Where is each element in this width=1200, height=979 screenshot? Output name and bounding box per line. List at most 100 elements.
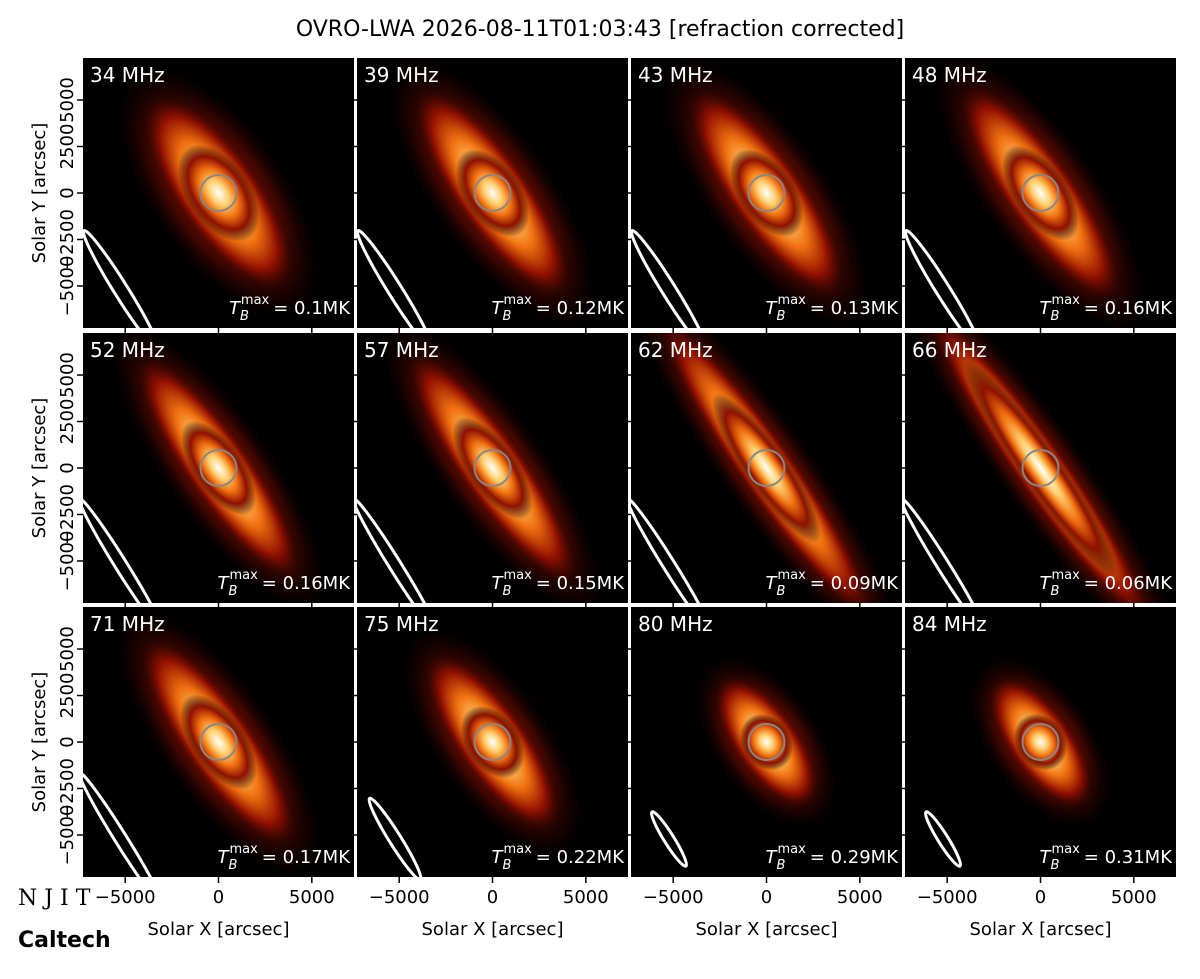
symbol: T [766,298,779,319]
beam [357,497,439,603]
emission-core [460,705,525,779]
emission-core [181,420,256,516]
y-tick-label: −2500 [57,484,78,545]
tb-max-label: TBmax = 0.31MK [1040,842,1174,873]
emission [924,650,1116,868]
x-tick-label: −5000 [917,887,978,908]
superscript: max [1051,293,1080,308]
superscript: max [241,293,270,308]
frequency-label: 52 MHz [90,338,165,362]
y-tick-label: 2500 [57,673,78,719]
superscript: max [1051,842,1080,857]
superscript: max [777,293,806,308]
x-tick-label: 5000 [837,887,883,908]
tb-max-label: TBmax = 0.16MK [218,568,352,599]
figure-title: OVRO-LWA 2026-08-11T01:03:43 [refraction… [296,17,904,42]
superscript: max [503,842,532,857]
solar-disk [473,723,512,761]
solar-disk [1021,174,1060,212]
symbol: T [229,298,242,319]
subscript: B [229,858,238,873]
solar-disk [747,723,786,761]
symbol: T [492,573,505,594]
emission-core [1014,713,1067,771]
emission [83,58,326,328]
y-tick-label: 5000 [57,352,78,398]
panel: 84 MHz TBmax = 0.31MK −5000 0 5000 Solar X [ar… [899,607,1176,940]
x-axis-label: Solar X [arcsec] [148,919,290,940]
symbol: T [218,573,231,594]
x-tick-label: 5000 [1111,887,1157,908]
tb-max-label: TBmax = 0.09MK [766,568,900,599]
solar-disk [199,174,238,212]
y-axis-label: Solar Y [arcsec] [29,672,50,813]
superscript: max [503,568,532,583]
value-text: = 0.09MK [810,573,899,594]
tb-max-label: TBmax = 0.17MK [218,842,352,873]
beam [83,229,161,328]
y-tick-label: 2500 [57,399,78,445]
frequency-label: 39 MHz [364,63,439,87]
x-tick-label: 0 [487,887,498,908]
emission-core [740,713,793,771]
beam [631,497,713,603]
subscript: B [503,584,512,599]
beam [83,771,165,877]
value-text: = 0.17MK [262,847,351,868]
tb-max-label: TBmax = 0.29MK [766,842,900,873]
beam [650,810,688,868]
beam [631,229,709,328]
x-tick-label: 0 [761,887,772,908]
solar-disk [1021,723,1060,761]
panel: 48 MHz TBmax = 0.16MK [899,58,1176,334]
beam [367,796,423,877]
x-axis-label: Solar X [arcsec] [696,919,838,940]
symbol: T [1040,298,1053,319]
y-tick-label: −5000 [57,805,78,866]
tb-max-label: TBmax = 0.15MK [492,568,626,599]
y-axis-label: Solar Y [arcsec] [29,123,50,264]
subscript: B [503,309,512,324]
y-tick-label: −2500 [57,209,78,270]
symbol: T [492,847,505,868]
frequency-label: 34 MHz [90,63,165,87]
subscript: B [777,584,786,599]
panel: 39 MHz TBmax = 0.12MK [351,58,628,334]
y-tick-label: 0 [57,462,78,473]
subscript: B [240,309,249,324]
value-text: = 0.12MK [536,298,625,319]
frequency-label: 75 MHz [364,612,439,636]
emission [905,58,1153,328]
x-axis-label: Solar X [arcsec] [970,919,1112,940]
frequency-label: 66 MHz [912,338,987,362]
value-text: = 0.13MK [810,298,899,319]
x-tick-label: 5000 [563,887,609,908]
y-axis-label: Solar Y [arcsec] [29,398,50,539]
solar-disk [473,174,512,212]
emission [357,333,610,603]
y-tick-label: 5000 [57,626,78,672]
beam [905,229,983,328]
superscript: max [229,842,258,857]
x-tick-label: −5000 [643,887,704,908]
emission-core [455,149,530,237]
beam [357,229,435,328]
logo-njit: N J I T [18,886,91,911]
symbol: T [1040,573,1053,594]
tb-max-label: TBmax = 0.13MK [766,293,900,324]
superscript: max [503,293,532,308]
solar-disk [199,449,238,487]
x-tick-label: 0 [213,887,224,908]
y-tick-label: 5000 [57,77,78,123]
value-text: = 0.31MK [1084,847,1173,868]
subscript: B [777,309,786,324]
emission [357,58,603,328]
subscript: B [777,858,786,873]
emission [83,333,333,603]
emission-core [452,416,533,520]
y-tick-label: 0 [57,187,78,198]
